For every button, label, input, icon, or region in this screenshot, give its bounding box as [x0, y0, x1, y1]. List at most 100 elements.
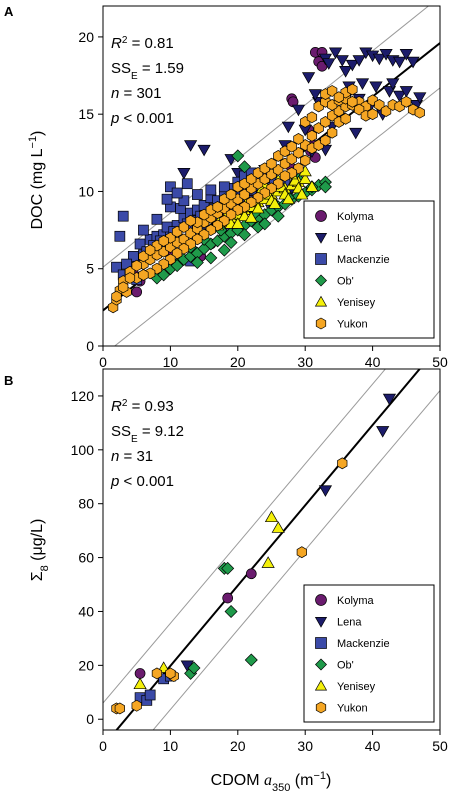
panel-label: A — [4, 4, 14, 19]
legend-label-lena: Lena — [337, 233, 362, 245]
x-tick-label: 40 — [365, 738, 381, 754]
data-point-yukon — [111, 290, 122, 303]
data-point-yukon — [306, 111, 318, 124]
data-point-lena — [328, 47, 343, 60]
data-point-yukon — [151, 667, 163, 680]
data-point-yukon — [286, 140, 297, 153]
y-tick-label: 15 — [78, 106, 94, 122]
data-point-ob — [231, 149, 245, 163]
data-point-lena — [369, 81, 383, 94]
data-point-mackenzie — [165, 181, 176, 193]
data-point-lena — [184, 140, 198, 152]
data-point-yukon — [279, 170, 291, 182]
data-point-ob — [224, 235, 238, 249]
data-point-lena — [413, 92, 427, 104]
data-point-yukon — [165, 667, 176, 680]
data-point-yenisey — [133, 677, 147, 690]
y-tick-label: 20 — [78, 29, 94, 45]
data-point-lena — [392, 90, 407, 103]
data-point-lena — [382, 393, 397, 406]
data-point-ob — [238, 228, 252, 242]
y-axis-title: Σ8 (μg/L) — [29, 519, 51, 582]
legend-marker-kolyma — [315, 210, 327, 222]
data-point-lena — [339, 66, 353, 78]
data-point-yenisey — [251, 201, 265, 214]
data-point-ob — [258, 217, 272, 231]
data-point-yenisey — [244, 211, 258, 223]
data-point-yukon — [225, 208, 237, 221]
x-axis-title: CDOM a350 (m−1) — [211, 770, 332, 794]
legend-marker-lena — [314, 233, 328, 244]
x-tick-label: 10 — [163, 738, 179, 754]
data-point-ob — [217, 243, 231, 257]
data-point-lena — [308, 89, 322, 101]
data-point-lena — [349, 127, 363, 140]
data-point-lena — [177, 168, 191, 180]
y-tick-label: 120 — [71, 388, 95, 404]
legend-label-yenisey: Yenisey — [337, 297, 376, 309]
data-point-yukon — [354, 103, 365, 116]
stat-n: n = 301 — [111, 85, 161, 102]
legend-marker-mackenzie — [315, 253, 327, 265]
plot-frame — [102, 368, 441, 731]
data-point-yukon — [347, 95, 358, 108]
data-point-lena — [318, 485, 333, 497]
stat-sse: SSE = 1.59 — [111, 60, 184, 82]
data-point-mackenzie — [151, 213, 163, 225]
y-tick-label: 60 — [78, 550, 94, 566]
series-yenisey — [133, 510, 285, 690]
data-point-kolyma — [131, 286, 143, 298]
data-point-lena — [335, 55, 349, 67]
plot-area — [103, 6, 440, 346]
data-point-lena — [399, 49, 413, 61]
data-point-mackenzie — [117, 210, 129, 222]
data-point-ob — [187, 661, 201, 675]
legend-label-kolyma: Kolyma — [337, 595, 375, 607]
data-point-mackenzie — [138, 224, 149, 236]
legend-marker-mackenzie — [315, 637, 327, 649]
data-point-ob — [190, 256, 204, 270]
data-point-yukon — [374, 99, 385, 111]
prediction-band-lower — [152, 390, 440, 730]
data-point-yenisey — [305, 180, 319, 192]
data-point-mackenzie — [114, 230, 126, 242]
x-tick-label: 30 — [297, 738, 313, 754]
panel-b: 0 10 20 30 40 50 0 20 40 60 80 100 120 R2 = 0.93 SSE =… — [4, 368, 448, 754]
legend-label-ob: Ob' — [337, 660, 354, 672]
data-point-kolyma — [134, 668, 146, 679]
data-point-yukon — [306, 129, 318, 142]
data-point-lena — [301, 72, 316, 84]
data-point-lena — [291, 104, 306, 117]
y-tick-label: 20 — [78, 657, 94, 673]
data-point-yenisey — [281, 192, 295, 205]
legend: Kolyma Lena Mackenzie Ob' Yenisey Yukon — [303, 584, 435, 723]
legend-marker-ob — [315, 274, 327, 287]
data-point-lena — [372, 53, 386, 66]
data-point-yukon — [401, 95, 412, 108]
data-point-yukon — [347, 83, 358, 96]
stat-r2: R2 = 0.81 — [111, 35, 174, 53]
data-point-yukon — [296, 546, 307, 559]
data-point-mackenzie — [192, 189, 203, 200]
data-point-yukon — [212, 201, 223, 213]
data-point-ob — [221, 561, 235, 575]
data-point-mackenzie — [178, 195, 190, 207]
data-point-lena — [355, 78, 370, 90]
data-point-lena — [281, 121, 295, 134]
data-point-yukon — [131, 259, 142, 272]
data-point-ob — [318, 180, 332, 194]
data-point-lena — [406, 56, 420, 69]
y-tick-label: 80 — [78, 496, 94, 512]
x-tick-label: 50 — [432, 738, 448, 754]
data-point-yukon — [138, 269, 149, 281]
panel-a: 0 10 20 30 40 50 0 5 10 15 20 R2 = 0.81 SSE = 1.59 n … — [4, 4, 448, 370]
data-point-lena — [345, 59, 359, 72]
data-point-yukon — [337, 457, 348, 470]
data-point-yenisey — [264, 510, 279, 523]
data-point-lena — [322, 58, 336, 70]
x-tick-label: 30 — [297, 354, 313, 370]
legend-label-yenisey: Yenisey — [337, 681, 376, 693]
data-point-lena — [392, 56, 407, 69]
data-point-lena — [379, 49, 393, 61]
stat-sse: SSE = 9.12 — [111, 423, 184, 445]
